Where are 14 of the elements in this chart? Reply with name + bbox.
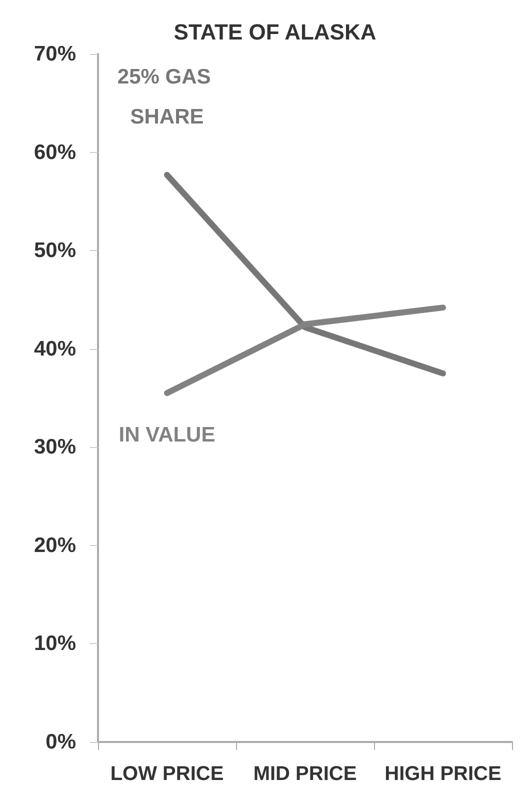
- chart-title: STATE OF ALASKA: [174, 20, 376, 44]
- series-label: IN VALUE: [118, 424, 216, 447]
- x-tick-label: HIGH PRICE: [384, 763, 502, 785]
- text: 25% GAS SHARE: [117, 65, 217, 128]
- y-tick-label: 30%: [34, 436, 76, 459]
- y-tick-label: 20%: [34, 534, 76, 557]
- y-tick-label: 70%: [34, 42, 76, 66]
- x-tick-label: LOW PRICE: [110, 763, 224, 785]
- y-tick-label: 40%: [34, 337, 76, 360]
- y-tick-label: 10%: [34, 632, 76, 656]
- y-tick-label: 0%: [46, 730, 76, 754]
- y-tick-label: 50%: [34, 239, 76, 262]
- x-tick-label: MID PRICE: [253, 763, 357, 785]
- y-tick-label: 60%: [34, 140, 76, 164]
